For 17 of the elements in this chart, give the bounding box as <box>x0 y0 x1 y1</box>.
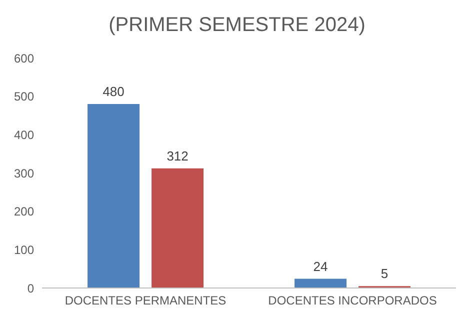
data-label: 312 <box>166 148 188 164</box>
y-tick-label: 100 <box>14 242 34 257</box>
bar <box>294 278 347 288</box>
y-tick-label: 300 <box>14 166 34 180</box>
y-tick-label: 0 <box>27 281 34 296</box>
bar <box>88 104 140 288</box>
x-tick-label: DOCENTES PERMANENTES <box>64 294 226 308</box>
y-tick-label: 200 <box>14 204 34 219</box>
y-tick-label: 600 <box>14 51 34 66</box>
data-label: 24 <box>313 258 328 274</box>
data-label: 5 <box>380 266 388 282</box>
bar <box>152 168 204 288</box>
x-tick-label: DOCENTES INCORPORADOS <box>268 294 437 308</box>
data-label: 480 <box>102 84 124 99</box>
y-tick-label: 400 <box>14 128 34 142</box>
y-tick-label: 500 <box>14 90 34 104</box>
chart-title: (PRIMER SEMESTRE 2024) <box>108 13 366 38</box>
